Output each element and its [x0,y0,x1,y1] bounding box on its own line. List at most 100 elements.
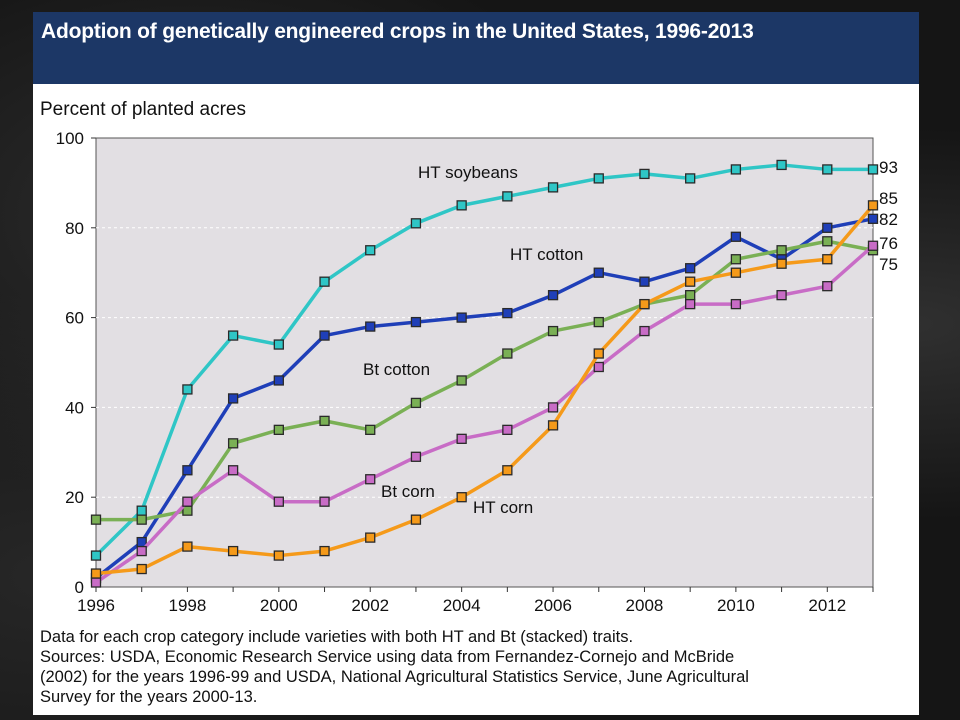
ht-cotton-end-value: 82 [879,210,898,229]
ht-soybeans-point [410,218,422,229]
bt-cotton-point [90,514,102,525]
ht-soybeans-end-value: 93 [879,158,898,177]
bt-cotton-point [319,415,330,427]
ht-soybeans-point [502,191,513,202]
bt-cotton-point [685,289,696,301]
y-tick-label: 80 [65,219,84,238]
ht-cotton-point [227,393,239,404]
ht-corn-point [136,563,147,575]
ht-cotton-point [456,312,467,323]
y-tick-label: 60 [65,309,84,328]
ht-corn-point [776,258,787,269]
x-tick-label: 2010 [717,596,755,615]
ht-corn-end-value: 85 [879,189,898,208]
bt-cotton-point [502,348,513,359]
x-tick-label: 2012 [808,596,846,615]
footnote-line: Survey for the years 2000-13. [40,688,258,706]
ht-corn-point [319,545,330,557]
ht-soybeans-point [182,384,193,395]
bt-corn-point [822,281,833,292]
ht-cotton-point [822,222,833,233]
ht-cotton-point [365,321,376,332]
bt-cotton-point [593,316,604,328]
bt-cotton-label: Bt cotton [363,360,430,379]
ht-cotton-point [547,289,559,301]
ht-corn-line [95,204,875,576]
ht-corn-point [639,298,650,310]
ht-cotton-point [502,307,513,319]
ht-corn-point [90,568,102,579]
ht-soybeans-point [776,159,787,171]
ht-corn-point [365,532,376,543]
bt-cotton-point [136,514,147,525]
ht-cotton-point [685,263,696,274]
ht-soybeans-point [136,505,147,516]
y-tick-label: 20 [65,488,84,507]
ht-cotton-point [273,375,284,386]
bt-corn-point [182,496,193,507]
ht-cotton-point [639,276,650,287]
bt-corn-point [456,433,467,444]
bt-cotton-point [456,375,467,386]
ht-corn-point [822,254,833,265]
bt-corn-point [410,451,422,462]
ht-corn-point [685,276,696,287]
ht-soybeans-point [273,339,284,350]
bt-corn-point [639,325,650,337]
bt-corn-point [502,424,513,436]
bt-cotton-point [227,438,239,449]
figure-card: Adoption of genetically engineered crops… [33,12,919,715]
ht-cotton-label: HT cotton [510,245,583,264]
footnotes: Data for each crop category include vari… [40,627,910,707]
y-tick-label: 100 [56,129,84,148]
ht-soybeans-label: HT soybeans [418,163,518,182]
y-axis-label: Percent of planted acres [40,99,246,120]
bt-corn-point [867,240,879,251]
x-tick-label: 1996 [77,596,115,615]
bt-corn-point [273,496,284,507]
bt-cotton-point [547,325,559,337]
ht-corn-point [182,541,193,552]
bt-corn-point [227,465,239,476]
x-tick-label: 2002 [351,596,389,615]
bt-corn-line [95,244,875,584]
ht-corn-point [273,550,284,561]
ht-cotton-point [867,213,879,224]
plot-area [95,137,874,588]
chart-title: Adoption of genetically engineered crops… [41,20,754,43]
ht-corn-point [867,200,879,211]
bt-cotton-point [410,397,422,409]
ht-soybeans-point [319,276,330,287]
ht-soybeans-point [90,550,102,561]
ht-soybeans-point [730,164,742,175]
ht-cotton-point [319,330,330,341]
bt-corn-point [319,496,330,507]
bt-cotton-point [776,245,787,256]
bt-corn-point [730,298,742,310]
ht-corn-point [593,348,604,359]
x-tick-label: 2006 [534,596,572,615]
bt-corn-point [547,402,559,413]
line-chart: 0 20 40 60 80 100 1996 1998 2000 2002 2004 2006 2008… [56,129,898,615]
bt-corn-point [365,474,376,485]
ht-corn-point [456,492,467,503]
ht-corn-point [410,514,422,525]
ht-soybeans-point [822,164,833,175]
bt-corn-label: Bt corn [381,482,435,501]
title-banner: Adoption of genetically engineered crops… [33,12,919,84]
ht-soybeans-point [867,164,879,175]
ht-corn-point [547,420,559,431]
ht-soybeans-point [639,168,650,180]
ht-soybeans-point [547,182,559,193]
y-tick-label: 40 [65,398,84,417]
x-tick-label: 2008 [626,596,664,615]
footnote-line: Data for each crop category include vari… [40,628,634,646]
bt-corn-point [776,289,787,301]
ht-soybeans-point [227,330,239,341]
ht-cotton-point [593,267,604,278]
bt-cotton-point [822,236,833,247]
y-tick-label: 0 [75,578,84,597]
x-tick-label: 2004 [443,596,481,615]
ht-soybeans-point [456,200,467,211]
ht-soybeans-point [365,245,376,256]
